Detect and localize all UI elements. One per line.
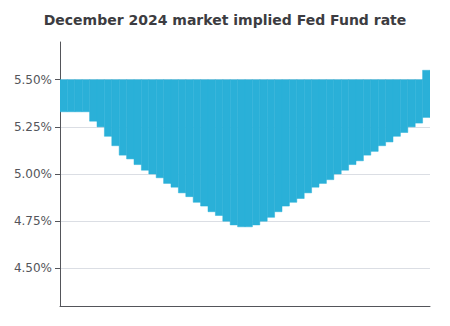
svg-text:5.00%: 5.00% [14, 167, 52, 181]
svg-text:5.50%: 5.50% [14, 73, 52, 87]
svg-text:4.75%: 4.75% [14, 214, 52, 228]
svg-text:December 2024 market implied F: December 2024 market implied Fed Fund ra… [44, 12, 407, 28]
svg-text:4.50%: 4.50% [14, 261, 52, 275]
svg-text:5.25%: 5.25% [14, 120, 52, 134]
